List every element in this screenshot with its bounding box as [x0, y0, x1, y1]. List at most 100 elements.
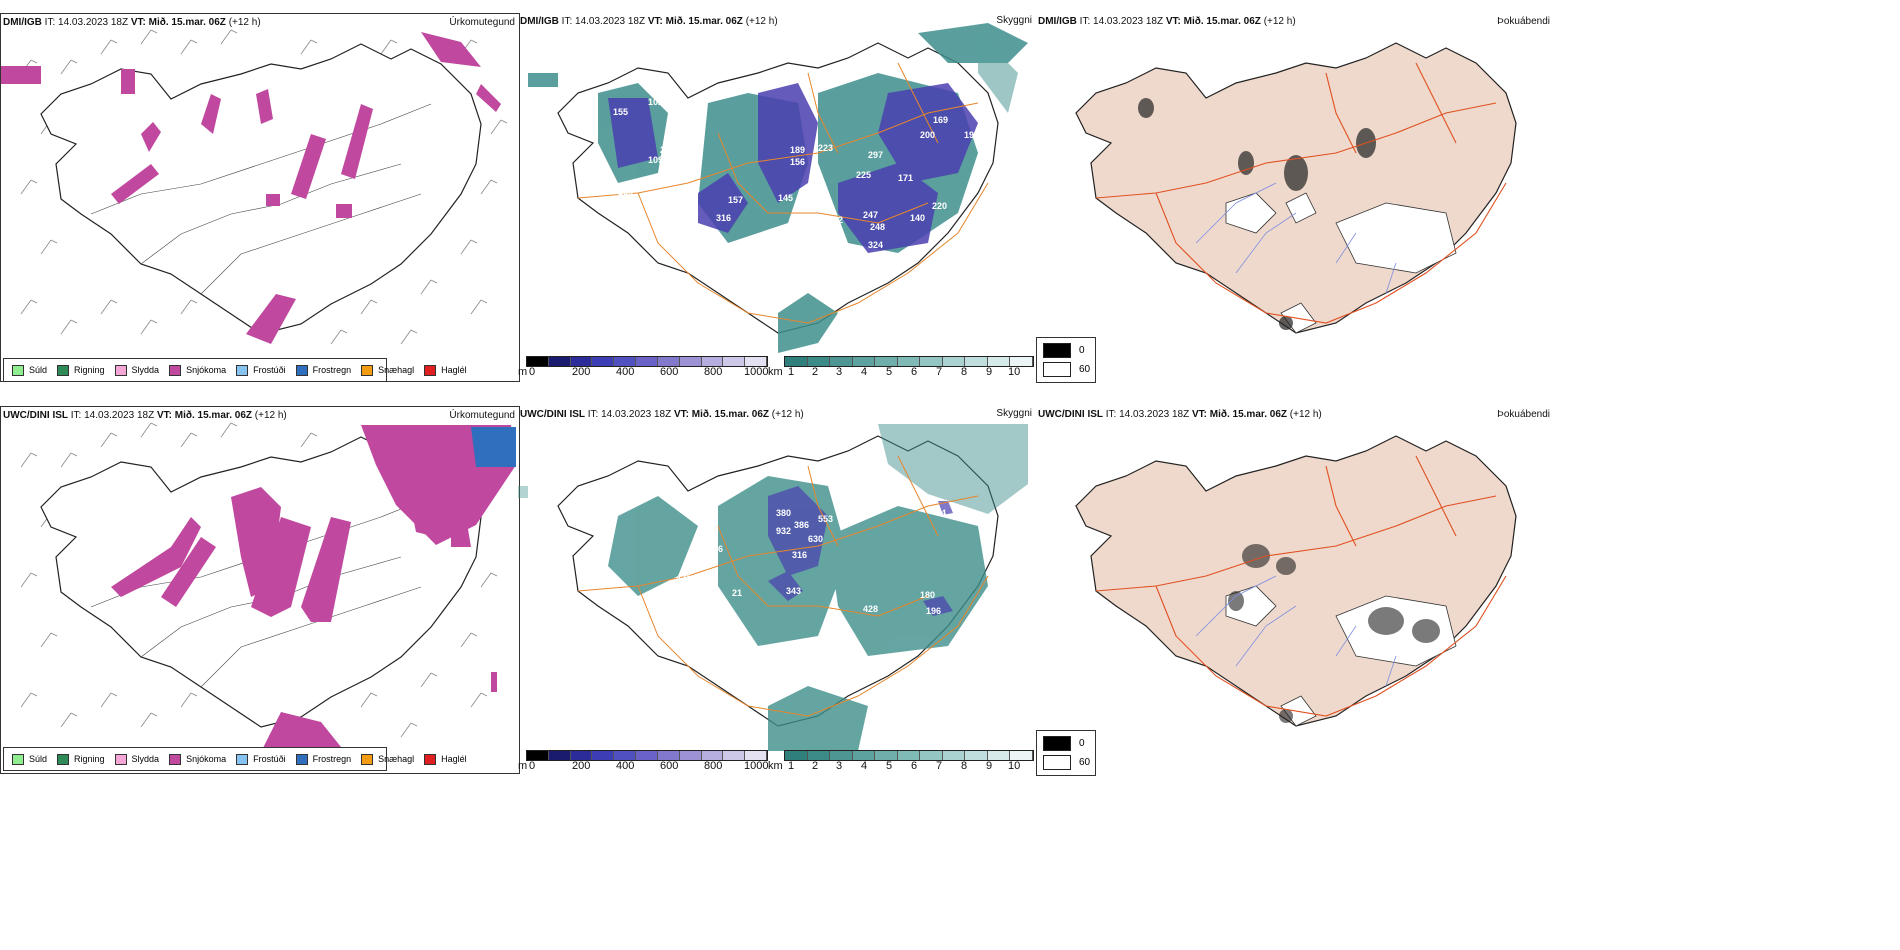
- rivers: [1195, 182, 1397, 294]
- cloud-base-areas: [608, 83, 978, 253]
- legend-swatch: [169, 753, 182, 765]
- colorbar-tick: 7: [936, 366, 943, 378]
- cloud-base-label: 156: [790, 157, 805, 167]
- panel-header: DMI/IGB IT: 14.03.2023 18Z VT: Mið. 15.m…: [1038, 16, 1296, 27]
- panel-precip-type-uwc: UWC/DINI ISL IT: 14.03.2023 18Z VT: Mið.…: [0, 406, 520, 774]
- legend-swatch: [295, 753, 308, 765]
- legend-swatch: [12, 364, 24, 376]
- cloud-base-label: 109: [648, 155, 663, 165]
- colorbar-unit: km: [768, 366, 783, 378]
- legend-swatch: [424, 753, 437, 765]
- colorbar-tick: 800: [704, 366, 723, 378]
- panel-title: Þokuábendi: [1497, 409, 1550, 420]
- cloud-base-label: 197: [964, 130, 979, 140]
- land-fog-field: [1075, 435, 1517, 727]
- visibility-colorbar: km 1 2 3 4 5 6 7 8 9 10: [768, 750, 1036, 772]
- colorbar-tick: 400: [616, 366, 635, 378]
- iceland-map: [1, 29, 508, 345]
- panel-title: Úrkomutegund: [449, 410, 515, 421]
- fog-dark-patches: [1228, 544, 1440, 723]
- cloud-base-colorbar-strip: [526, 356, 768, 367]
- cloud-base-label: 189: [790, 145, 805, 155]
- cloud-base-colorbar: m 0 200 400 600 800 1000: [518, 750, 768, 772]
- cloud-base-label: 102: [648, 97, 663, 107]
- legend-item: Snjókoma: [169, 364, 226, 376]
- snow-areas: [1, 32, 501, 344]
- colorbar-tick: 9: [986, 760, 993, 772]
- legend-swatch: [169, 364, 182, 376]
- panel-fog-dmi: DMI/IGB IT: 14.03.2023 18Z VT: Mið. 15.m…: [1036, 13, 1554, 380]
- legend-item: Slydda: [114, 753, 159, 765]
- colorbar-tick: 4: [861, 760, 868, 772]
- fog-legend-swatch: [1043, 755, 1071, 770]
- panel-header: DMI/IGB IT: 14.03.2023 18Z VT: Mið. 15.m…: [520, 16, 778, 27]
- legend-swatch: [236, 364, 249, 376]
- cloud-base-label: 476: [708, 544, 723, 554]
- fog-index-legend: 0 60: [1036, 730, 1096, 776]
- colorbar-tick: 5: [886, 760, 893, 772]
- panel-header: UWC/DINI ISL IT: 14.03.2023 18Z VT: Mið.…: [520, 409, 804, 420]
- coastline: [40, 43, 482, 335]
- colorbar-tick: 0: [529, 366, 536, 378]
- legend-swatch: [114, 364, 127, 376]
- cloud-base-label: 155: [613, 107, 628, 117]
- colorbar-tick: 3: [836, 366, 843, 378]
- roads: [1095, 62, 1507, 324]
- cloud-base-label: 223: [818, 143, 833, 153]
- cloud-base-label: 220: [932, 201, 947, 211]
- fog-legend-swatch: [1043, 343, 1071, 358]
- fog-index-legend: 0 60: [1036, 337, 1096, 383]
- colorbar-tick: 3: [836, 760, 843, 772]
- legend-swatch: [114, 753, 127, 765]
- cloud-base-labels: 380 386 553 932 630 316 343 476 476 21 4…: [676, 508, 946, 616]
- colorbar-tick: 600: [660, 366, 679, 378]
- legend-item: Rigning: [57, 753, 105, 765]
- model-name: UWC/DINI ISL: [520, 409, 585, 420]
- legend-item: Frostúði: [236, 753, 286, 765]
- colorbar-tick: 5: [886, 366, 893, 378]
- wind-barbs: [20, 422, 498, 738]
- iceland-map: 380 386 553 932 630 316 343 476 476 21 4…: [518, 424, 1028, 751]
- fog-legend-swatch: [1043, 736, 1071, 751]
- freezing-rain-area: [471, 427, 516, 467]
- iceland-map: [1075, 42, 1517, 334]
- legend-item: Súld: [12, 753, 47, 765]
- colorbar-tick: 8: [961, 366, 968, 378]
- colorbar-tick: 800: [704, 760, 723, 772]
- cloud-base-label: 476: [676, 574, 691, 584]
- colorbar-unit: m: [518, 366, 528, 378]
- visibility-colorbar: km 1 2 3 4 5 6 7 8 9 10: [768, 356, 1036, 378]
- colorbar-unit: km: [768, 760, 783, 772]
- cloud-base-label: 282: [828, 215, 843, 225]
- cloud-base-label: 171: [898, 173, 913, 183]
- rivers: [1195, 575, 1397, 687]
- legend-item: Snæhagl: [361, 364, 414, 376]
- iceland-map: [20, 422, 516, 757]
- cloud-base-label: 21: [732, 588, 742, 598]
- cloud-base-label: 324: [868, 240, 883, 250]
- legend-item: Snæhagl: [361, 753, 414, 765]
- colorbar-tick: 4: [861, 366, 868, 378]
- panel-header: DMI/IGB IT: 14.03.2023 18Z VT: Mið. 15.m…: [3, 17, 261, 28]
- cloud-base-label: 285: [668, 175, 683, 185]
- colorbar-tick: 10: [1008, 366, 1021, 378]
- cloud-base-label: 180: [920, 590, 935, 600]
- cloud-base-label: 202: [660, 145, 675, 155]
- colorbar-tick: 400: [616, 760, 635, 772]
- cloud-base-label: 386: [794, 520, 809, 530]
- legend-item: Rigning: [57, 364, 105, 376]
- cloud-base-colorbar-strip: [526, 750, 768, 761]
- panel-header: UWC/DINI ISL IT: 14.03.2023 18Z VT: Mið.…: [1038, 409, 1322, 420]
- panel-precip-type-dmi: DMI/IGB IT: 14.03.2023 18Z VT: Mið. 15.m…: [0, 13, 520, 382]
- cloud-base-label: 380: [776, 508, 791, 518]
- cloud-base-label: 196: [926, 606, 941, 616]
- cloud-base-areas: [768, 486, 953, 616]
- colorbar-tick: 2: [812, 366, 819, 378]
- iceland-map: 155 102 202 109 169 285 157 316 189 156 …: [528, 23, 1028, 353]
- visibility-colorbar-strip: [784, 750, 1034, 761]
- legend-item: Frostúði: [236, 364, 286, 376]
- legend-swatch: [57, 364, 70, 376]
- legend-swatch: [361, 364, 374, 376]
- cloud-base-label: 169: [933, 115, 948, 125]
- fog-legend-row: 0: [1043, 736, 1085, 751]
